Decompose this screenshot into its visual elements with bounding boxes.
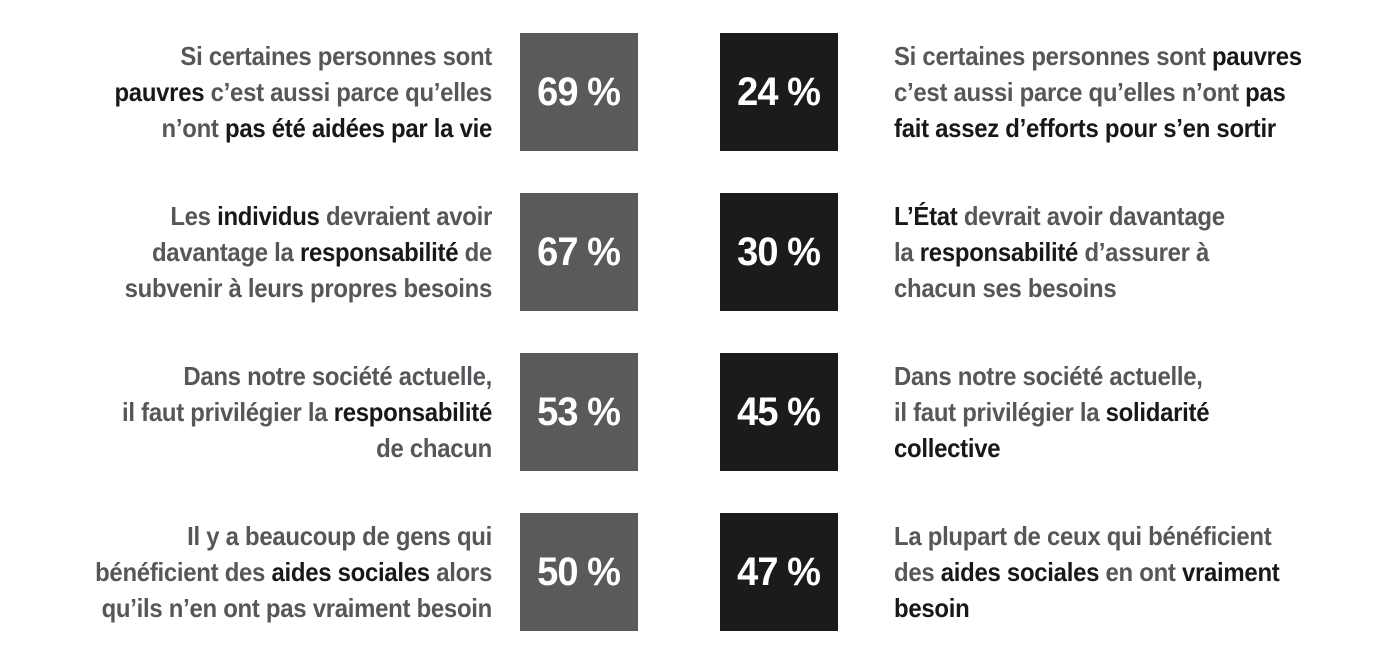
statement-text: La plupart de ceux qui bénéficient [894, 521, 1272, 551]
statement-text: n’ont [161, 113, 225, 143]
left-percent-value: 69 % [537, 69, 622, 114]
statement-emphasis-text: pauvres [114, 77, 205, 107]
opinion-row-2: Les individus devraient avoir davantage l… [0, 193, 1374, 311]
statement-line: la responsabilité d’assurer à [894, 234, 1336, 270]
statement-text: Si certaines personnes sont [180, 41, 493, 71]
statement-emphasis-text: pas été aidées par la vie [224, 113, 492, 143]
left-statement: Il y a beaucoup de gens qui bénéficient d… [39, 513, 492, 631]
statement-line: qu’ils n’en ont pas vraiment besoin [39, 590, 493, 626]
opinion-row-4: Il y a beaucoup de gens qui bénéficient d… [0, 513, 1374, 631]
right-percent-value: 47 % [737, 549, 822, 594]
statement-emphasis-text: L’État [894, 201, 958, 231]
statement-line: subvenir à leurs propres besoins [39, 270, 493, 306]
statement-text: devrait avoir davantage [957, 201, 1225, 231]
statement-line: il faut privilégier la solidarité [894, 394, 1336, 430]
statement-line: pauvres c’est aussi parce qu’elles [39, 74, 492, 110]
right-percent-box: 47 % [720, 513, 838, 631]
statement-emphasis-text: solidarité [1105, 397, 1210, 427]
statement-emphasis-text: responsabilité [919, 237, 1079, 267]
statement-text: c’est aussi parce qu’elles [204, 77, 493, 107]
right-percent-box: 45 % [720, 353, 838, 471]
statement-emphasis-text: fait assez d’efforts pour s’en sortir [894, 113, 1276, 143]
statement-emphasis-text: responsabilité [333, 397, 493, 427]
left-percent-box: 69 % [520, 33, 638, 151]
statement-text: chacun ses besoins [894, 273, 1117, 303]
statement-line: n’ont pas été aidées par la vie [39, 110, 493, 146]
statement-line: collective [894, 430, 1336, 466]
statement-text: de [458, 237, 493, 267]
statement-emphasis-text: aides sociales [940, 557, 1100, 587]
left-percent-value: 67 % [537, 229, 622, 274]
statement-emphasis-text: vraiment [1181, 557, 1280, 587]
statement-text: devraient avoir [319, 201, 492, 231]
right-percent-value: 24 % [737, 69, 822, 114]
statement-text: qu’ils n’en ont pas vraiment besoin [101, 593, 493, 623]
statement-emphasis-text: pauvres [1211, 41, 1302, 71]
statement-emphasis-text: responsabilité [299, 237, 459, 267]
statement-line: Dans notre société actuelle, [894, 358, 1336, 394]
statement-line: L’État devrait avoir davantage [894, 198, 1336, 234]
opinion-row-1: Si certaines personnes sont pauvres c’est… [0, 33, 1374, 151]
right-percent-value: 30 % [737, 229, 822, 274]
statement-emphasis-text: aides sociales [271, 557, 430, 587]
left-percent-box: 67 % [520, 193, 638, 311]
left-percent-value: 50 % [537, 549, 622, 594]
statement-emphasis-text: individus [217, 201, 320, 231]
right-percent-box: 24 % [720, 33, 838, 151]
statement-text: d’assurer à [1078, 237, 1210, 267]
right-percent-box: 30 % [720, 193, 838, 311]
left-statement: Si certaines personnes sont pauvres c’est… [39, 33, 492, 151]
statement-line: fait assez d’efforts pour s’en sortir [894, 110, 1336, 146]
statement-text: c’est aussi parce qu’elles n’ont [894, 77, 1246, 107]
statement-text: il faut privilégier la [894, 397, 1106, 427]
statement-text: davantage la [151, 237, 300, 267]
statement-line: il faut privilégier la responsabilité [39, 394, 492, 430]
statement-text: Les [170, 201, 218, 231]
statement-text: en ont [1099, 557, 1182, 587]
statement-line: chacun ses besoins [894, 270, 1336, 306]
statement-text: Si certaines personnes sont [894, 41, 1212, 71]
statement-line: La plupart de ceux qui bénéficient [894, 518, 1336, 554]
right-statement: Dans notre société actuelle, il faut priv… [894, 353, 1336, 471]
statement-emphasis-text: collective [894, 433, 1001, 463]
statement-line: Les individus devraient avoir [39, 198, 492, 234]
statement-text: il faut privilégier la [122, 397, 334, 427]
statement-line: davantage la responsabilité de [39, 234, 492, 270]
statement-text: subvenir à leurs propres besoins [124, 273, 493, 303]
statement-line: c’est aussi parce qu’elles n’ont pas [894, 74, 1336, 110]
statement-text: des [894, 557, 941, 587]
statement-line: bénéficient des aides sociales alors [39, 554, 492, 590]
left-percent-box: 50 % [520, 513, 638, 631]
left-percent-value: 53 % [537, 389, 622, 434]
right-statement: La plupart de ceux qui bénéficient des ai… [894, 513, 1336, 631]
statement-line: besoin [894, 590, 1336, 626]
statement-text: Dans notre société actuelle, [183, 361, 492, 391]
right-percent-value: 45 % [737, 389, 822, 434]
statement-text: Il y a beaucoup de gens qui [187, 521, 492, 551]
statement-line: de chacun [39, 430, 492, 466]
statement-text: alors [429, 557, 492, 587]
statement-line: Dans notre société actuelle, [39, 358, 492, 394]
statement-text: Dans notre société actuelle, [894, 361, 1203, 391]
statement-emphasis-text: besoin [894, 593, 970, 623]
statement-line: Il y a beaucoup de gens qui [39, 518, 492, 554]
statement-line: des aides sociales en ont vraiment [894, 554, 1336, 590]
opinion-row-3: Dans notre société actuelle, il faut priv… [0, 353, 1374, 471]
left-statement: Dans notre société actuelle, il faut priv… [39, 353, 492, 471]
right-statement: Si certaines personnes sont pauvres c’est… [894, 33, 1336, 151]
left-statement: Les individus devraient avoir davantage l… [39, 193, 493, 311]
statement-line: Si certaines personnes sont [39, 38, 492, 74]
statement-text: bénéficient des [95, 557, 272, 587]
left-percent-box: 53 % [520, 353, 638, 471]
statement-text: la [894, 237, 920, 267]
statement-line: Si certaines personnes sont pauvres [894, 38, 1336, 74]
statement-text: de chacun [376, 433, 492, 463]
statement-emphasis-text: pas [1245, 77, 1286, 107]
right-statement: L’État devrait avoir davantage la respons… [894, 193, 1336, 311]
